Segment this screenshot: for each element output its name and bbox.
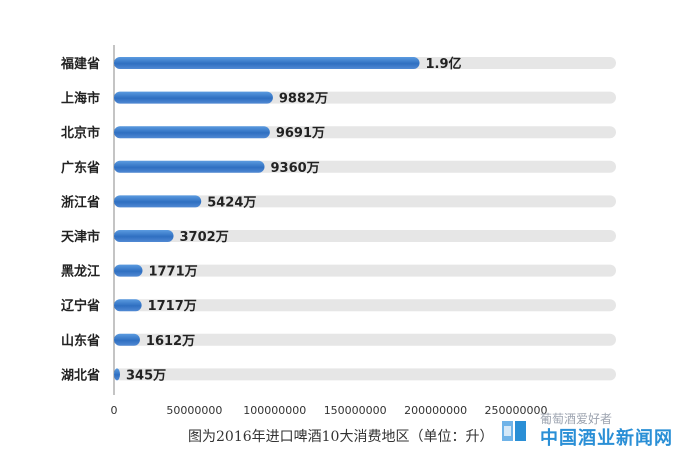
bar <box>114 368 120 381</box>
category-label: 广东省 <box>61 160 100 176</box>
x-tick-label: 100000000 <box>243 404 306 417</box>
category-label: 辽宁省 <box>61 298 100 314</box>
value-label: 1.9亿 <box>426 56 462 72</box>
bar-track <box>114 230 616 242</box>
category-label: 黑龙江 <box>61 264 100 280</box>
bar <box>114 264 143 277</box>
bar-track <box>114 195 616 208</box>
value-label: 1771万 <box>148 265 197 280</box>
value-label: 9691万 <box>276 126 325 141</box>
bar-track <box>114 299 616 312</box>
category-label: 上海市 <box>61 91 100 107</box>
bar <box>114 57 420 69</box>
value-label: 1717万 <box>148 299 197 314</box>
bar <box>114 126 270 139</box>
x-tick-label: 250000000 <box>485 404 548 417</box>
chart-caption: 图为2016年进口啤酒10大消费地区（单位：升） <box>188 429 494 445</box>
category-label: 湖北省 <box>61 367 100 383</box>
bar <box>114 230 174 242</box>
bar <box>114 299 142 312</box>
category-label: 北京市 <box>61 125 100 141</box>
category-label: 福建省 <box>60 56 100 72</box>
watermark-logo-icon <box>502 421 526 441</box>
watermark-site-name: 中国酒业新闻网 <box>540 428 673 449</box>
x-tick-label: 50000000 <box>166 404 222 417</box>
bar-track <box>114 333 616 346</box>
value-label: 1612万 <box>146 334 195 349</box>
value-label: 3702万 <box>180 230 229 245</box>
bar <box>114 91 273 104</box>
category-label: 山东省 <box>61 333 100 349</box>
bar <box>114 333 140 346</box>
bar-track <box>114 264 616 277</box>
category-label: 浙江省 <box>61 194 100 210</box>
value-label: 9882万 <box>279 92 328 107</box>
x-tick-label: 200000000 <box>404 404 467 417</box>
value-label: 9360万 <box>271 161 320 176</box>
bar-track <box>114 368 616 381</box>
value-label: 345万 <box>126 368 166 383</box>
x-tick-label: 150000000 <box>324 404 387 417</box>
x-tick-label: 0 <box>111 404 118 417</box>
bar <box>114 195 202 208</box>
value-label: 5424万 <box>207 195 256 210</box>
category-label: 天津市 <box>61 229 100 245</box>
bar <box>114 160 265 173</box>
watermark-small-text: 葡萄酒爱好者 <box>540 412 613 426</box>
